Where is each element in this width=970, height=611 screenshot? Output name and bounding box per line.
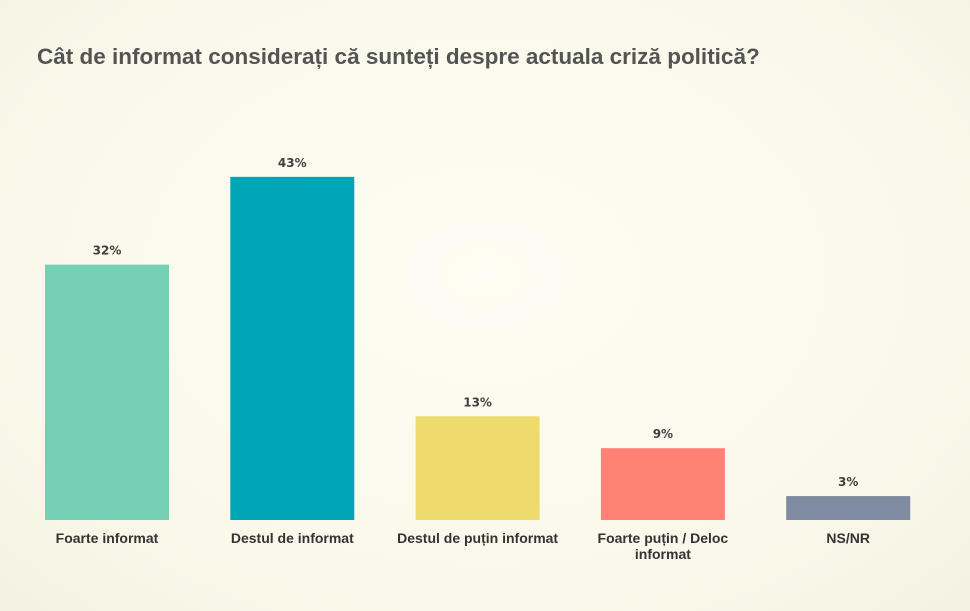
data-label: 43% bbox=[278, 156, 307, 170]
category-label: NS/NR bbox=[826, 530, 870, 546]
chart-title: Cât de informat considerați că sunteți d… bbox=[37, 44, 760, 69]
data-label: 3% bbox=[838, 475, 858, 489]
category-label: Destul de puțin informat bbox=[397, 530, 558, 546]
category-label: Foarte puțin / Deloc bbox=[598, 530, 729, 546]
category-label: informat bbox=[635, 546, 691, 562]
bar bbox=[45, 264, 169, 520]
bar bbox=[600, 448, 725, 520]
bar bbox=[415, 416, 540, 520]
bar bbox=[786, 496, 911, 520]
data-label: 9% bbox=[653, 427, 673, 441]
data-label: 13% bbox=[463, 395, 492, 409]
data-label: 32% bbox=[93, 244, 122, 258]
bar bbox=[230, 176, 355, 521]
category-label: Foarte informat bbox=[56, 530, 159, 546]
category-label: Destul de informat bbox=[231, 530, 354, 546]
